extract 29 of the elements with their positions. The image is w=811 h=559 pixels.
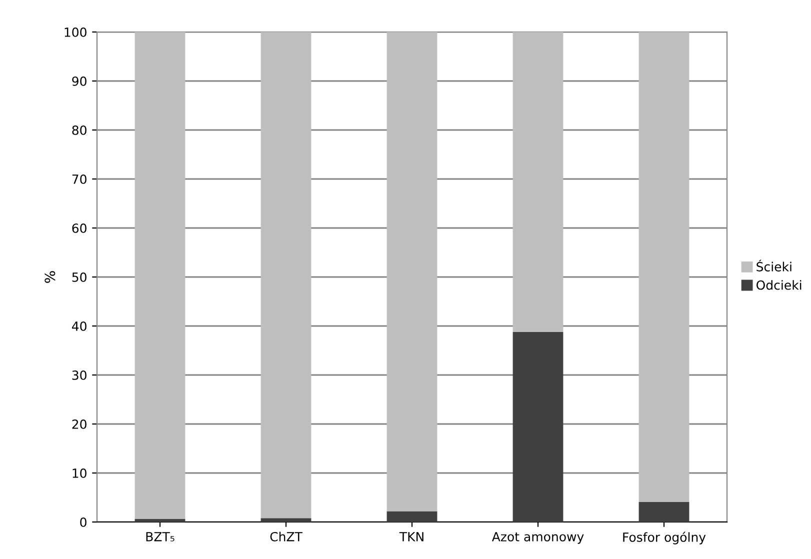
- y-tick-label: 80: [72, 125, 86, 135]
- bar: [638, 502, 690, 522]
- y-tick-label: 0: [80, 517, 86, 527]
- x-tick-label: ChZT: [270, 532, 302, 542]
- x-tick-label: Azot amonowy: [492, 532, 584, 544]
- y-tick-label: 20: [72, 419, 86, 429]
- bar: [638, 32, 690, 502]
- y-tick-label: 100: [64, 27, 86, 37]
- y-axis-title: %: [44, 271, 56, 283]
- bar: [386, 511, 438, 522]
- y-tick-label: 30: [72, 370, 86, 380]
- x-tick-label: BZT₅: [146, 532, 174, 542]
- y-tick-label: 40: [72, 321, 86, 331]
- y-tick-label: 70: [72, 174, 86, 184]
- y-tick-label: 10: [72, 468, 86, 478]
- bar: [512, 332, 564, 522]
- bar: [260, 518, 312, 522]
- x-tick-label: TKN: [399, 532, 424, 542]
- bar: [386, 32, 438, 512]
- bar: [134, 519, 186, 522]
- bar: [134, 32, 186, 520]
- y-tick-label: 90: [72, 76, 86, 86]
- x-tick-label: Fosfor ogólny: [623, 532, 706, 544]
- bar: [260, 32, 312, 518]
- legend-label: Odcieki: [756, 280, 802, 290]
- bar: [512, 32, 564, 332]
- legend-label: Ścieki: [756, 260, 792, 272]
- y-tick-label: 50: [72, 272, 86, 282]
- y-tick-label: 60: [72, 223, 86, 233]
